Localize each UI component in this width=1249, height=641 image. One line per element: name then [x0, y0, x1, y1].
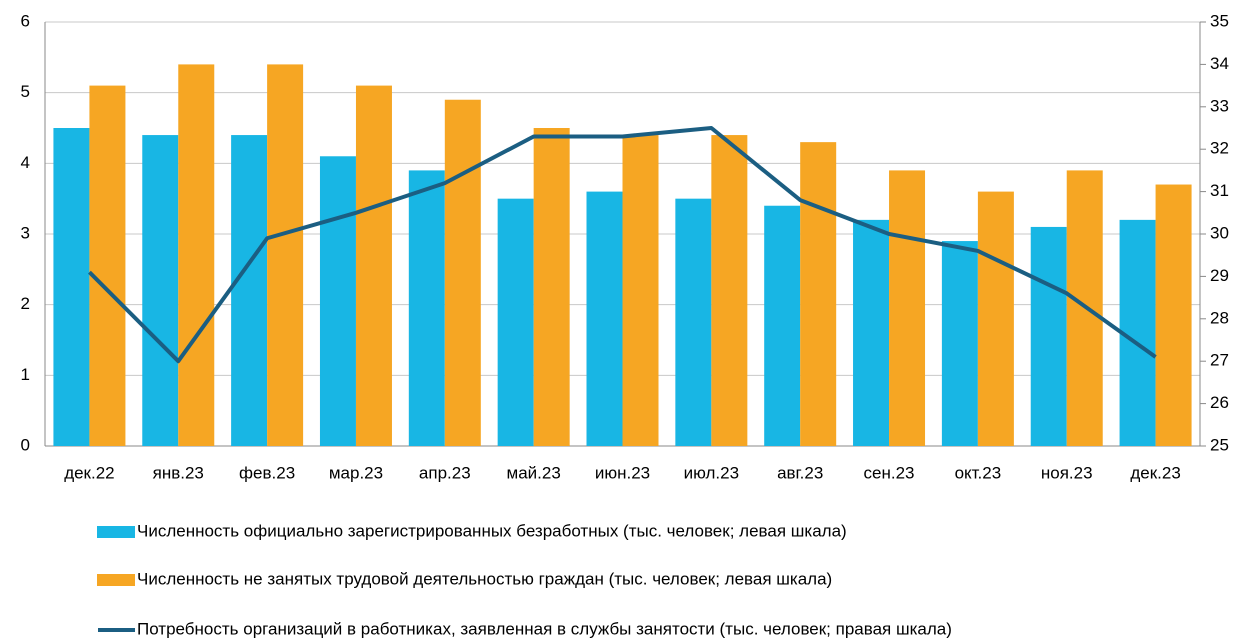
y2-tick-label: 34: [1210, 54, 1229, 73]
bar: [89, 85, 126, 446]
y-tick-label: 1: [21, 365, 30, 384]
y-tick-label: 6: [21, 11, 30, 30]
y2-tick-label: 29: [1210, 266, 1229, 285]
bar: [408, 170, 445, 446]
bar: [977, 191, 1014, 446]
legend-swatch: [97, 574, 135, 586]
x-tick-label: авг.23: [777, 463, 823, 482]
x-tick-label: окт.23: [955, 463, 1002, 482]
bar: [800, 142, 837, 446]
bar: [497, 198, 534, 446]
x-tick-label: май.23: [507, 463, 561, 482]
y-tick-label: 5: [21, 82, 30, 101]
bar: [711, 135, 748, 447]
bar: [231, 135, 268, 447]
y2-tick-label: 28: [1210, 308, 1229, 327]
bar: [178, 64, 215, 447]
y2-tick-label: 25: [1210, 435, 1229, 454]
bar: [1030, 226, 1067, 446]
x-tick-label: ноя.23: [1041, 463, 1093, 482]
legend-label: Численность не занятых трудовой деятельн…: [137, 569, 832, 588]
y2-tick-label: 31: [1210, 181, 1229, 200]
x-tick-label: апр.23: [419, 463, 471, 482]
bar: [142, 135, 179, 447]
bar: [355, 85, 392, 446]
bar: [889, 170, 926, 446]
bar: [586, 191, 623, 446]
x-tick-label: дек.22: [64, 463, 114, 482]
bar: [267, 64, 304, 447]
y2-tick-label: 27: [1210, 351, 1229, 370]
bar: [622, 135, 659, 447]
y-tick-label: 2: [21, 294, 30, 313]
y-tick-label: 3: [21, 223, 30, 242]
bar: [319, 156, 356, 446]
legend-swatch: [97, 526, 135, 538]
x-tick-label: мар.23: [329, 463, 383, 482]
bar: [675, 198, 712, 446]
bar: [533, 128, 570, 446]
y-tick-label: 0: [21, 435, 30, 454]
bar: [1119, 219, 1156, 446]
y2-tick-label: 26: [1210, 393, 1229, 412]
line: [88, 126, 1157, 364]
bar: [853, 219, 890, 446]
y2-tick-label: 33: [1210, 96, 1229, 115]
x-tick-label: дек.23: [1130, 463, 1180, 482]
x-tick-label: июн.23: [595, 463, 650, 482]
y-tick-label: 4: [21, 153, 30, 172]
bar: [53, 128, 90, 446]
y2-tick-label: 32: [1210, 139, 1229, 158]
bar: [941, 241, 978, 446]
x-tick-label: фев.23: [239, 463, 295, 482]
legend-label: Потребность организаций в работниках, за…: [137, 619, 952, 638]
y2-tick-label: 35: [1210, 11, 1229, 30]
bar: [1155, 184, 1192, 447]
x-tick-label: янв.23: [153, 463, 204, 482]
x-tick-label: июл.23: [684, 463, 739, 482]
bar: [444, 99, 481, 446]
y2-tick-label: 30: [1210, 223, 1229, 242]
legend-label: Численность официально зарегистрированны…: [137, 521, 847, 540]
x-tick-label: сен.23: [864, 463, 915, 482]
bar: [764, 205, 801, 446]
